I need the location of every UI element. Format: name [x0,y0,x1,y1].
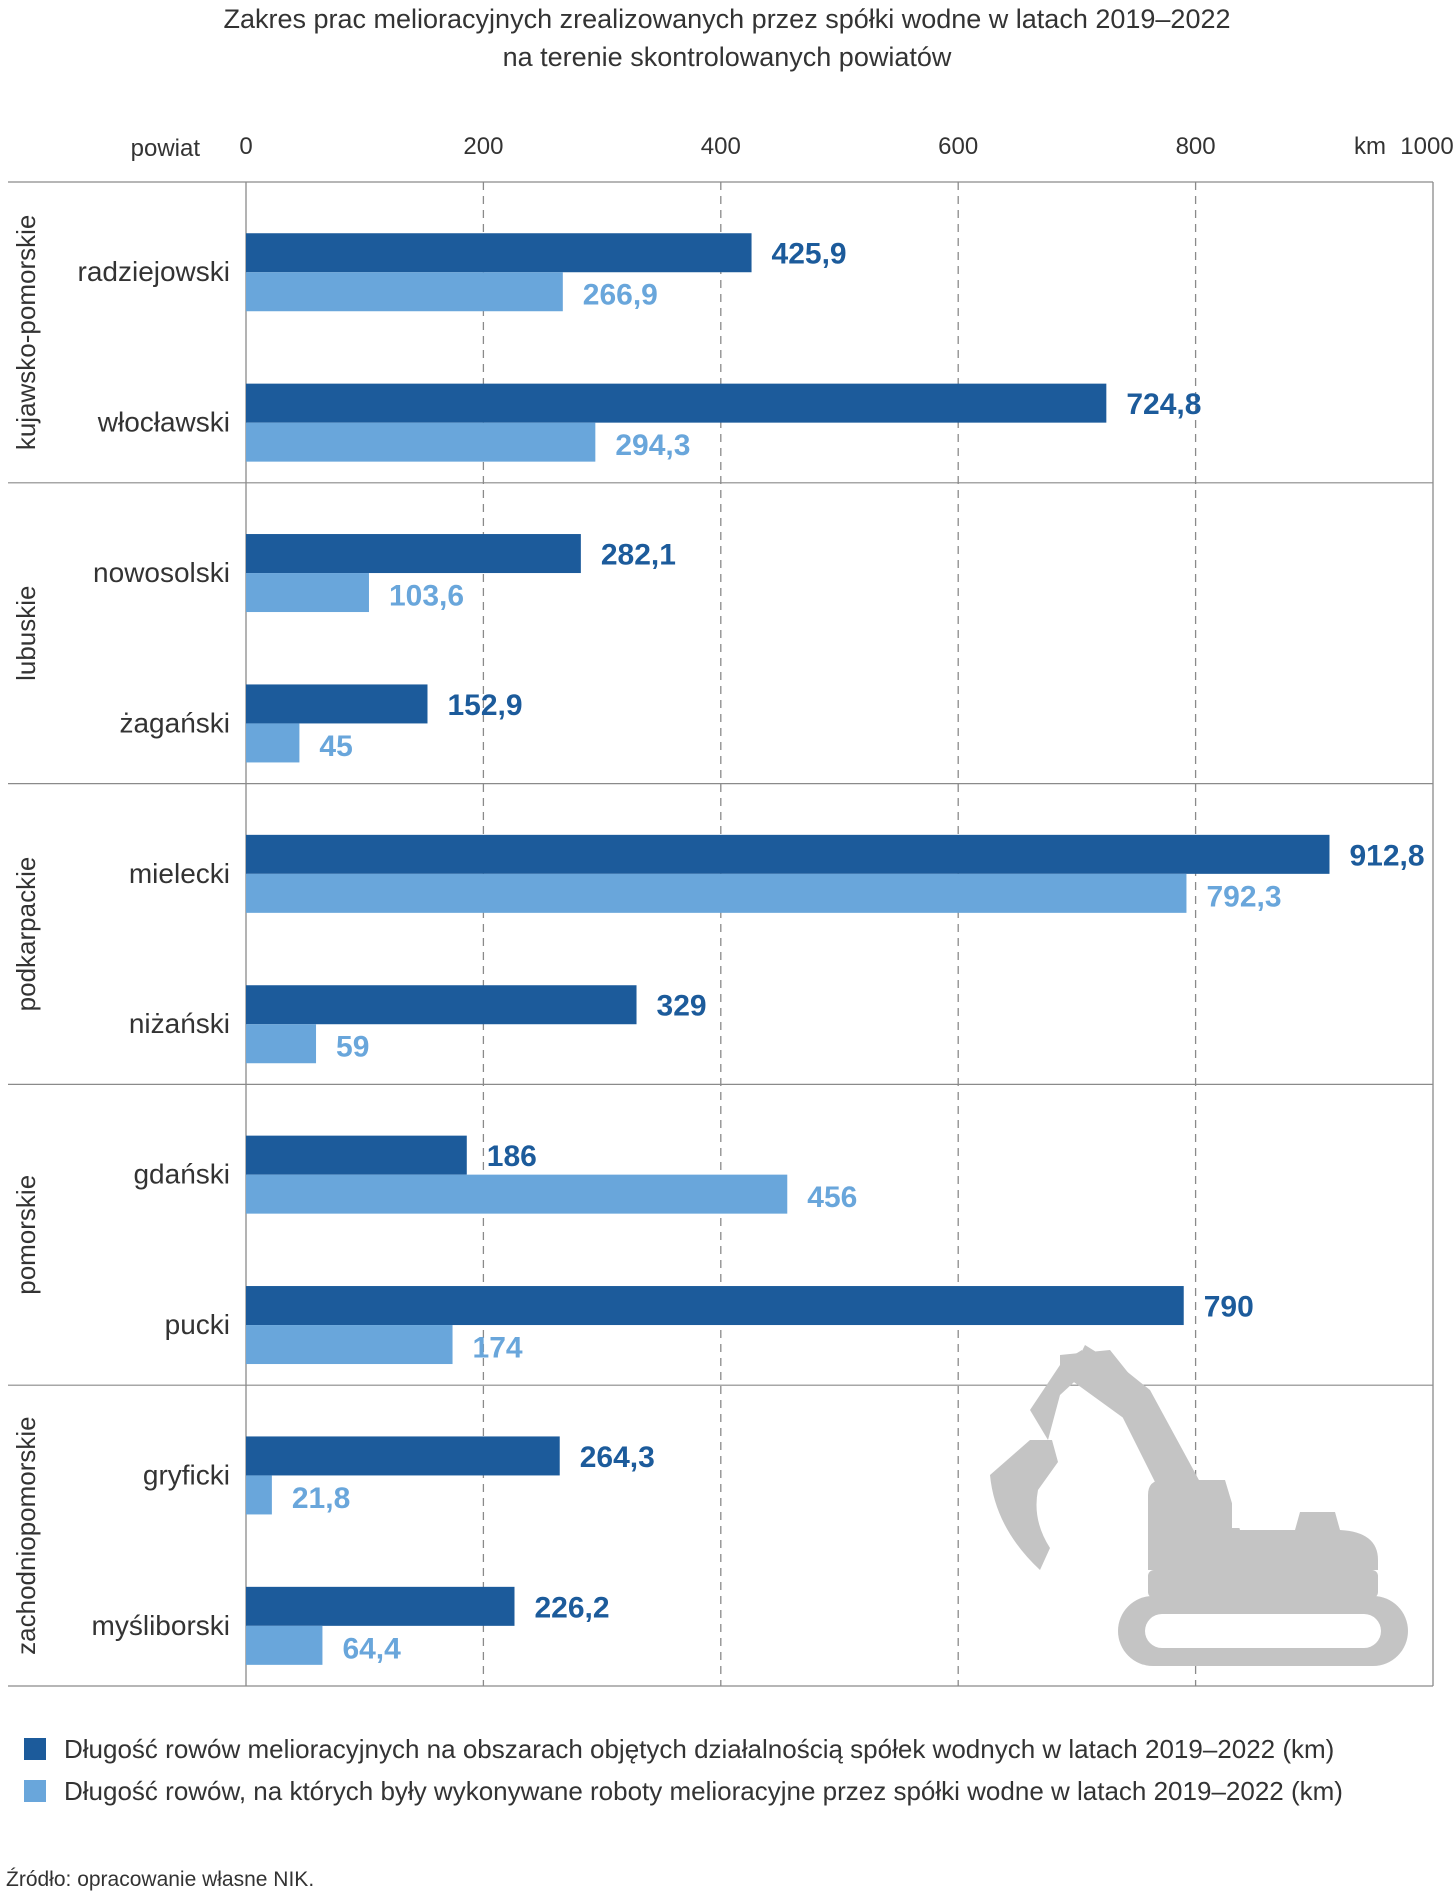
data-label-series2: 456 [807,1181,857,1214]
category-label: nowosolski [93,557,230,588]
category-label: gryficki [143,1459,230,1490]
bar-series1 [246,383,1107,423]
category-label: żagański [119,707,230,738]
bar-series1 [246,1586,515,1626]
bar-series2 [246,573,369,613]
x-tick-label: 800 [1176,133,1216,160]
bar-series2 [246,1625,323,1665]
data-label-series1: 790 [1204,1291,1254,1324]
data-label-series2: 21,8 [292,1482,350,1515]
chart-title-line2: na terenie skontrolowanych powiatów [502,42,952,72]
y-header-label: powiat [131,135,201,162]
x-unit-label: km [1354,133,1386,160]
category-label: gdański [133,1159,230,1190]
bar-series1 [246,1135,467,1175]
group-label: kujawsko-pomorskie [11,215,41,451]
legend-label-series1: Długość rowów melioracyjnych na obszarac… [64,1733,1335,1764]
data-label-series1: 425,9 [772,238,847,271]
x-tick-label: 0 [239,133,252,160]
data-label-series2: 103,6 [389,580,464,613]
data-label-series2: 294,3 [615,429,690,462]
bar-series1 [246,233,752,273]
bar-series1 [246,684,428,724]
data-label-series1: 329 [657,990,707,1023]
x-tick-label: 600 [938,133,978,160]
x-tick-label: 200 [463,133,503,160]
data-label-series1: 226,2 [534,1591,609,1624]
x-tick-label: 400 [701,133,741,160]
legend-swatch-series2 [24,1780,46,1802]
data-label-series2: 174 [473,1332,523,1365]
data-label-series2: 792,3 [1206,880,1281,913]
data-label-series1: 152,9 [447,689,522,722]
bar-chart: 0 200 400 600 800 1000 km powiat kujawsko-pomors… [8,133,1454,1687]
data-label-series2: 266,9 [583,279,658,312]
group-label: zachodniopomorskie [11,1416,41,1654]
group-label: lubuskie [11,585,41,680]
bar-series1 [246,534,581,574]
x-tick-label: 1000 [1400,133,1453,160]
category-label: pucki [165,1309,230,1340]
group-label: pomorskie [11,1175,41,1295]
data-label-series1: 724,8 [1126,388,1201,421]
data-label-series2: 45 [319,730,352,763]
legend-item-series1: Długość rowów melioracyjnych na obszarac… [24,1728,1343,1770]
legend-label-series2: Długość rowów, na których były wykonywan… [64,1775,1343,1806]
bar-series2 [246,873,1187,913]
chart-title-line1: Zakres prac melioracyjnych zrealizowanyc… [223,4,1231,34]
data-label-series1: 282,1 [601,539,676,572]
category-label: niżański [129,1008,230,1039]
bar-series2 [246,272,563,312]
bar-series2 [246,1024,317,1064]
bar-series1 [246,1436,560,1476]
legend: Długość rowów melioracyjnych na obszarac… [24,1728,1343,1812]
category-label: radziejowski [78,256,231,287]
bar-series2 [246,1174,788,1214]
data-label-series2: 64,4 [342,1632,401,1665]
group-label: podkarpackie [11,857,41,1012]
data-label-series1: 264,3 [580,1441,655,1474]
bar-series2 [246,422,596,462]
legend-swatch-series1 [24,1738,46,1760]
bar-series2 [246,723,300,763]
category-label: włocławski [97,407,230,438]
data-label-series1: 912,8 [1349,839,1424,872]
category-label: myśliborski [92,1610,230,1641]
bar-series2 [246,1475,272,1515]
excavator-icon [990,1345,1408,1666]
bar-series1 [246,834,1330,874]
chart-title: Zakres prac melioracyjnych zrealizowanyc… [0,0,1454,76]
bar-series2 [246,1325,453,1365]
data-label-series2: 59 [336,1031,369,1064]
category-label: mielecki [129,858,230,889]
legend-item-series2: Długość rowów, na których były wykonywan… [24,1770,1343,1812]
bar-series1 [246,1286,1184,1326]
data-label-series1: 186 [487,1140,537,1173]
source-note: Źródło: opracowanie własne NIK. [6,1868,315,1891]
bar-series1 [246,985,637,1025]
